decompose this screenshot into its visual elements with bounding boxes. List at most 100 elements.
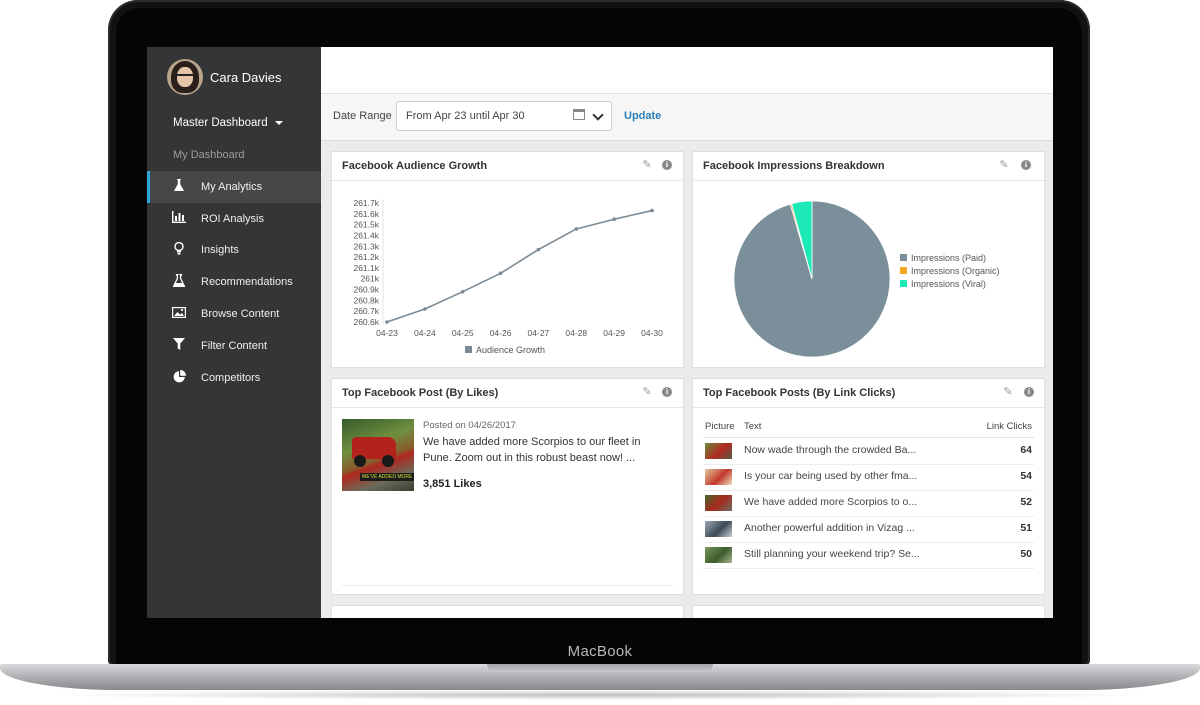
pencil-icon[interactable]: ✎: [642, 159, 652, 171]
series-line: [386, 209, 653, 323]
row-text: Is your car being used by other fma...: [744, 470, 918, 482]
sidebar-item-label: Browse Content: [201, 308, 280, 321]
sidebar-item-label: Filter Content: [201, 339, 268, 352]
row-clicks: 50: [1020, 548, 1032, 560]
pencil-icon[interactable]: ✎: [999, 159, 1009, 171]
x-tick-label: 04-24: [414, 328, 436, 338]
row-clicks: 51: [1020, 522, 1032, 534]
data-point[interactable]: [498, 271, 503, 276]
row-text: Still planning your weekend trip? Se...: [744, 548, 920, 560]
pencil-icon[interactable]: ✎: [642, 386, 652, 398]
bar-chart-icon: [171, 211, 187, 226]
audience-growth-chart: 261.7k261.6k261.5k261.4k261.3k261.2k261.…: [353, 198, 663, 355]
sidebar: Cara Davies Master Dashboard My Dashboar…: [147, 47, 321, 618]
y-tick-label: 261.5k: [353, 220, 379, 230]
panel-title: Facebook Impressions Breakdown: [703, 160, 885, 172]
sidebar-item-label: My Analytics: [201, 180, 263, 193]
pencil-icon[interactable]: ✎: [1003, 386, 1013, 398]
y-tick-label: 261.7k: [353, 198, 379, 208]
sidebar-item-roi-analysis[interactable]: ROI Analysis: [147, 203, 321, 235]
legend-label: Audience Growth: [476, 345, 545, 355]
post-date: Posted on 04/26/2017: [423, 420, 516, 431]
data-point[interactable]: [612, 217, 616, 222]
device-brand: MacBook: [567, 643, 633, 660]
data-point[interactable]: [460, 289, 465, 294]
user-name[interactable]: Cara Davies: [210, 70, 282, 85]
legend-swatch: [900, 254, 907, 261]
date-range-label: Date Range: [333, 110, 392, 122]
calendar-icon: [573, 109, 585, 120]
beaker-icon: [171, 273, 187, 290]
image-icon: [171, 307, 187, 321]
pie-slice[interactable]: [791, 200, 813, 280]
update-button[interactable]: Update: [624, 110, 662, 122]
impressions-pie-chart: [733, 200, 891, 358]
sidebar-item-my-analytics[interactable]: My Analytics: [147, 171, 321, 203]
lightbulb-icon: [171, 242, 187, 258]
x-tick-label: 04-26: [490, 328, 512, 338]
row-clicks: 64: [1020, 444, 1032, 456]
info-icon[interactable]: i: [1024, 387, 1034, 397]
panel-partial-left: [331, 605, 684, 618]
data-point[interactable]: [423, 307, 427, 311]
sidebar-item-recommendations[interactable]: Recommendations: [147, 266, 321, 298]
dashboard-select[interactable]: Master Dashboard: [173, 117, 283, 129]
audience-growth-panel: Facebook Audience Growth ✎ i 261.7k 261.6…: [331, 151, 684, 368]
caret-down-icon: [274, 120, 283, 125]
info-icon[interactable]: i: [662, 387, 672, 397]
dashboard-select-label: Master Dashboard: [173, 117, 268, 129]
post-likes: 3,851 Likes: [423, 478, 482, 490]
pie-legend: Impressions (Paid) Impressions (Organic)…: [900, 251, 1000, 290]
sidebar-item-insights[interactable]: Insights: [147, 235, 321, 267]
table-row[interactable]: Is your car being used by other fma... 5…: [703, 464, 1034, 491]
legend-label: Impressions (Organic): [911, 265, 1000, 276]
sidebar-item-label: ROI Analysis: [201, 212, 264, 225]
sidebar-item-filter-content[interactable]: Filter Content: [147, 330, 321, 362]
sidebar-item-competitors[interactable]: Competitors: [147, 362, 321, 394]
panel-header: Facebook Impressions Breakdown ✎ i: [693, 152, 1044, 181]
x-tick-label: 04-30: [641, 328, 663, 338]
top-post-panel: Top Facebook Post (By Likes) ✎ i WE'VE A…: [331, 378, 684, 595]
table-row[interactable]: Now wade through the crowded Ba... 64: [703, 438, 1034, 465]
post-text-line-2: Pune. Zoom out in this robust beast now!…: [423, 452, 636, 464]
impressions-panel: Facebook Impressions Breakdown ✎ i Impre…: [692, 151, 1045, 368]
sidebar-nav: My Analytics ROI Analysis Insights Recom…: [147, 171, 321, 394]
y-tick-label: 260.6k: [353, 317, 379, 327]
data-point[interactable]: [650, 208, 654, 213]
legend-item-viral: Impressions (Viral): [900, 277, 1000, 290]
data-point[interactable]: [385, 320, 389, 324]
info-icon[interactable]: i: [662, 160, 672, 170]
laptop-shadow: [40, 690, 1160, 700]
row-text: Now wade through the crowded Ba...: [744, 444, 917, 456]
date-range-value: From Apr 23 until Apr 30: [406, 110, 525, 122]
x-tick-label: 04-23: [376, 328, 398, 338]
avatar[interactable]: [167, 59, 203, 95]
header-divider: [703, 437, 1034, 438]
legend-label: Impressions (Viral): [911, 278, 986, 289]
x-tick-label: 04-27: [528, 328, 550, 338]
y-tick-label: 260.8k: [353, 295, 379, 305]
info-icon[interactable]: i: [1021, 160, 1031, 170]
y-tick-label: 261.3k: [353, 241, 379, 251]
chevron-down-icon: [592, 109, 604, 121]
legend-swatch: [465, 346, 472, 353]
column-header-picture: Picture: [705, 421, 735, 432]
post-text-line-1: We have added more Scorpios to our fleet…: [423, 436, 641, 448]
y-tick-label: 261.6k: [353, 209, 379, 219]
legend-item-organic: Impressions (Organic): [900, 264, 1000, 277]
x-tick-label: 04-28: [565, 328, 587, 338]
my-dashboard-link[interactable]: My Dashboard: [173, 149, 245, 161]
table-row[interactable]: Another powerful addition in Vizag ... 5…: [703, 516, 1034, 543]
data-point[interactable]: [536, 247, 541, 252]
column-header-text: Text: [744, 421, 762, 432]
post-image[interactable]: WE'VE ADDED MORE: [342, 419, 414, 491]
table-row[interactable]: We have added more Scorpios to o... 52: [703, 490, 1034, 517]
x-tick-label: 04-29: [603, 328, 625, 338]
divider: [342, 585, 673, 586]
date-range-picker[interactable]: From Apr 23 until Apr 30: [396, 101, 612, 131]
y-tick-label: 260.9k: [353, 285, 379, 295]
data-point[interactable]: [574, 227, 579, 231]
sidebar-item-browse-content[interactable]: Browse Content: [147, 298, 321, 330]
sidebar-item-label: Insights: [201, 244, 239, 257]
table-row[interactable]: Still planning your weekend trip? Se... …: [703, 542, 1034, 569]
